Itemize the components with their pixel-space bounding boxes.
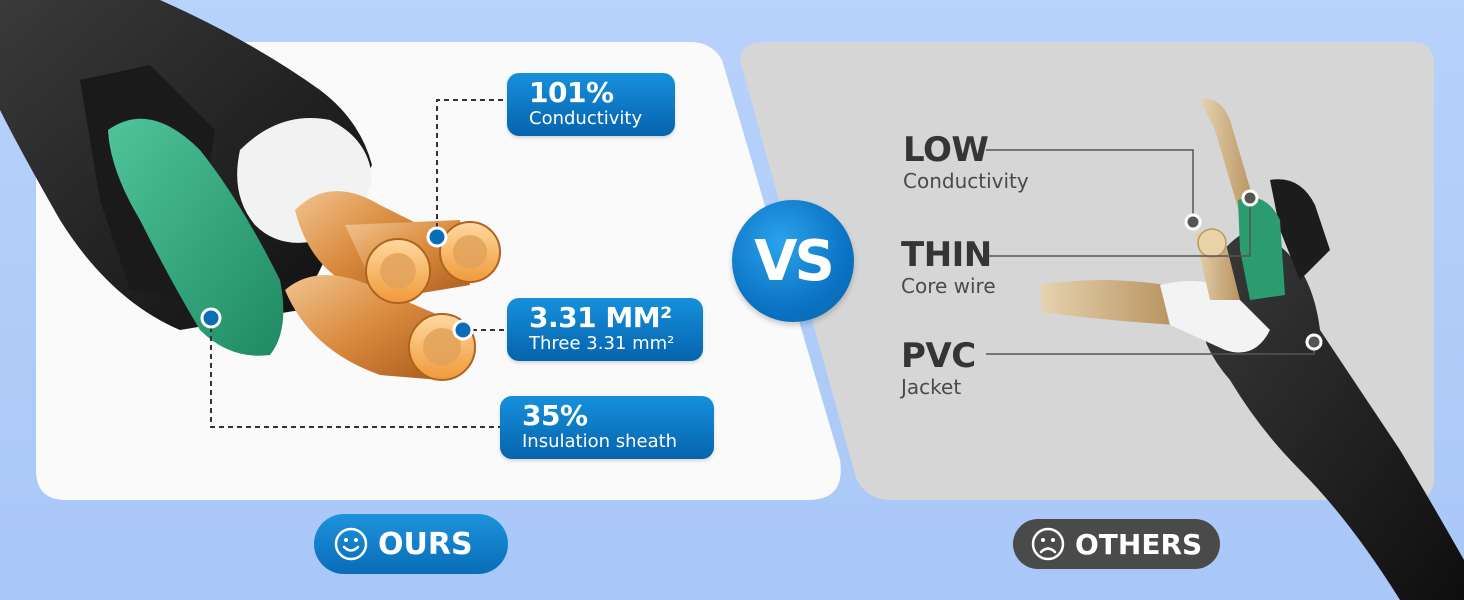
callout-value: LOW	[903, 130, 989, 170]
callout-value: 35%	[522, 399, 588, 432]
frown-icon	[1031, 527, 1065, 561]
callout-label: Core wire	[901, 274, 996, 298]
ours-badge: OURS	[314, 514, 508, 574]
callout-value: 101%	[529, 76, 614, 109]
others-cable-illustration	[1040, 99, 1464, 600]
others-badge: OTHERS	[1013, 519, 1220, 569]
callout-label: Conductivity	[529, 108, 643, 129]
vs-badge: VS	[732, 200, 854, 322]
others-callout-jacket: PVC Jacket	[901, 338, 976, 400]
callout-label: Jacket	[901, 375, 962, 399]
callout-value: THIN	[901, 235, 992, 275]
ours-leader-dots	[200, 226, 474, 341]
callout-label: Conductivity	[903, 169, 1029, 193]
ours-callout-conductivity: 101% Conductivity	[507, 73, 675, 136]
smile-icon	[334, 527, 368, 561]
ours-leader-lines	[210, 99, 507, 428]
callout-label: Insulation sheath	[522, 431, 678, 452]
ours-badge-label: OURS	[378, 526, 473, 562]
others-callout-core-wire: THIN Core wire	[901, 237, 996, 299]
callout-value: 3.31 MM²	[529, 301, 672, 334]
others-leader-dots	[1184, 189, 1323, 351]
callout-value: PVC	[901, 336, 976, 376]
callout-label: Three 3.31 mm²	[529, 333, 675, 354]
ours-callout-wire-gauge: 3.31 MM² Three 3.31 mm²	[507, 298, 703, 361]
others-badge-label: OTHERS	[1075, 527, 1203, 561]
ours-callout-insulation: 35% Insulation sheath	[500, 396, 714, 459]
others-callout-conductivity: LOW Conductivity	[903, 132, 1029, 194]
ours-cable-illustration	[0, 0, 501, 381]
